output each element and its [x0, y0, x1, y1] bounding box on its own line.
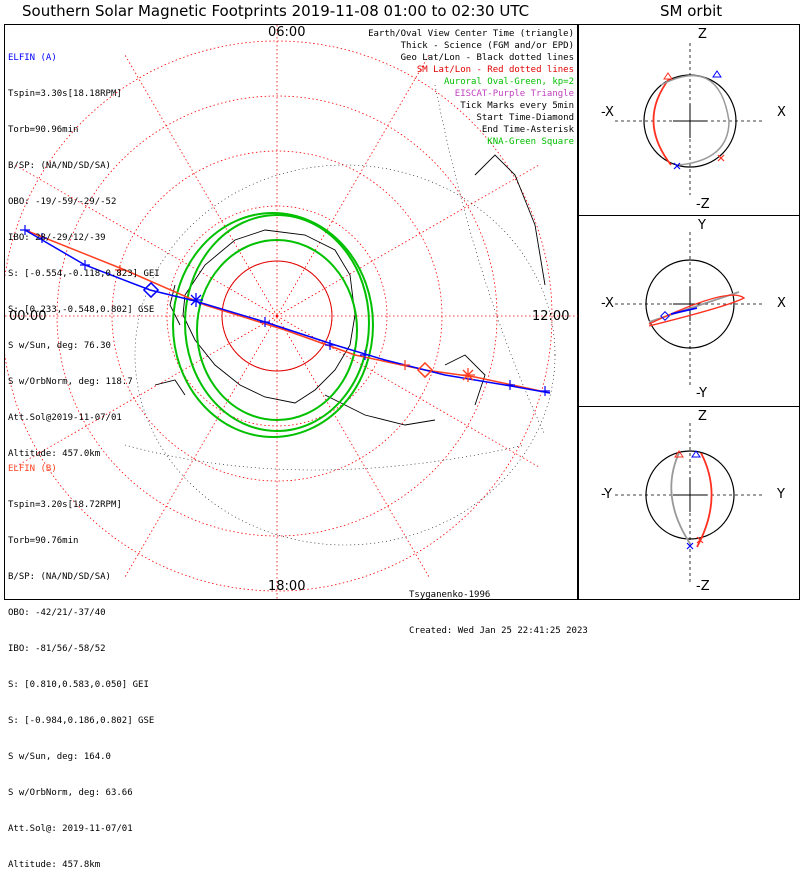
orbit-b-xz: [652, 78, 672, 166]
elfin-b-line: B/SP: (NA/ND/SD/SA): [8, 572, 111, 582]
mlt-label-top: 06:00: [268, 25, 306, 40]
legend-entry: SM Lat/Lon - Red dotted lines: [416, 65, 574, 75]
orbit-panel-xy: Y -Y -X X: [578, 215, 800, 407]
elfin-a-end-asterisk: [189, 293, 203, 307]
legend-entry: Geo Lat/Lon - Black dotted lines: [400, 53, 574, 63]
legend-entry: Tick Marks every 5min: [460, 101, 574, 111]
elfin-a-line: IBO: 28/-29/12/-39: [8, 233, 106, 243]
credit-created: Created: Wed Jan 25 22:41:25 2023: [409, 626, 588, 636]
track-ticks: [20, 225, 550, 396]
axis-bottom: -Z: [696, 197, 710, 212]
elfin-a-line: B/SP: (NA/ND/SD/SA): [8, 161, 111, 171]
legend-entry: KNA-Green Square: [487, 137, 574, 147]
elfin-a-line: Altitude: 457.0km: [8, 449, 101, 459]
elfin-a-line: OBO: -19/-59/-29/-52: [8, 197, 117, 207]
elfin-a-line: S: [0.233,-0.548,0.802] GSE: [8, 305, 155, 315]
orbit-panel-yz: Z -Z -Y Y: [578, 406, 800, 600]
axis-right: X: [777, 105, 786, 120]
elfin-a-line: Att.Sol@2019-11-07/01: [8, 413, 122, 423]
elfin-b-line: S: [0.810,0.583,0.050] GEI: [8, 680, 149, 690]
orbit-a-yz: [670, 452, 692, 546]
mlt-label-left: 00:00: [9, 309, 47, 324]
inner-red-circle: [221, 260, 333, 372]
orbit-b-xy: [648, 294, 746, 327]
footprint-map-panel: 06:00 00:00 12:00 18:00 ELFIN (A) Tspin=…: [4, 24, 588, 870]
axis-top: Z: [698, 409, 707, 424]
mlt-label-right: 12:00: [532, 309, 570, 324]
axis-left: -Y: [601, 487, 613, 502]
continent-outline: [154, 154, 546, 426]
mlt-label-bottom: 18:00: [268, 579, 306, 594]
elfin-b-line: Att.Sol@: 2019-11-07/01: [8, 824, 133, 834]
elfin-b-name: ELFIN (B): [8, 464, 57, 474]
legend-entry: EISCAT-Purple Triangle: [454, 89, 574, 99]
elfin-b-end-asterisk: [461, 368, 475, 382]
axis-left: -X: [601, 296, 614, 311]
elfin-a-line: Tspin=3.30s[18.18RPM]: [8, 89, 122, 99]
elfin-a-start-diamond: [142, 281, 160, 299]
orbit-a-xz: [660, 75, 730, 166]
axis-right: Y: [777, 487, 785, 502]
elfin-a-line: S: [-0.554,-0.118,0.823] GEI: [8, 269, 160, 279]
axis-right: X: [777, 296, 786, 311]
axis-left: -X: [601, 105, 614, 120]
legend-entry: Start Time-Diamond: [476, 113, 574, 123]
elfin-a-line: S w/OrbNorm, deg: 118.7: [8, 377, 133, 387]
elfin-b-line: Altitude: 457.8km: [8, 860, 101, 870]
auroral-oval: [172, 212, 374, 438]
elfin-b-line: S: [-0.984,0.186,0.802] GSE: [8, 716, 155, 726]
elfin-b-line: Tspin=3.20s[18.72RPM]: [8, 500, 122, 510]
orbit-panel-xz: Z -Z -X X: [578, 24, 800, 216]
orbit-plot-xy: [615, 232, 765, 388]
elfin-a-line: S w/Sun, deg: 76.30: [8, 341, 111, 351]
orbit-title: SM orbit: [660, 2, 723, 20]
credits: Tsyganenko-1996 Created: Wed Jan 25 22:4…: [409, 565, 588, 661]
elfin-b-line: OBO: -42/21/-37/40: [8, 608, 106, 618]
elfin-b-start-diamond: [416, 361, 434, 379]
orbit-plot-yz: [615, 423, 765, 583]
main-title: Southern Solar Magnetic Footprints 2019-…: [22, 2, 530, 20]
legend-entry: End Time-Asterisk: [481, 125, 574, 135]
elfin-b-line: IBO: -81/56/-58/52: [8, 644, 106, 654]
legend-entry: Auroral Oval-Green, kp=2: [443, 77, 574, 87]
orbit-plot-xz: [615, 43, 765, 195]
credit-author: Tsyganenko-1996: [409, 590, 491, 600]
axis-top: Z: [698, 27, 707, 42]
axis-bottom: -Z: [696, 579, 710, 594]
elfin-b-line: S w/OrbNorm, deg: 63.66: [8, 788, 133, 798]
axis-top: Y: [698, 218, 706, 233]
legend-entry: Thick - Science (FGM and/or EPD): [400, 41, 574, 51]
elfin-a-name: ELFIN (A): [8, 53, 57, 63]
geo-grid: [124, 84, 556, 546]
legend: Earth/Oval View Center Time (triangle) Th…: [368, 28, 574, 148]
elfin-a-info: ELFIN (A) Tspin=3.30s[18.18RPM] Torb=90.…: [8, 28, 160, 484]
elfin-b-line: Torb=90.76min: [8, 536, 79, 546]
elfin-a-track: [24, 229, 551, 394]
elfin-b-line: S w/Sun, deg: 164.0: [8, 752, 111, 762]
orbit-b-yz: [696, 452, 713, 548]
elfin-b-info: ELFIN (B) Tspin=3.20s[18.72RPM] Torb=90.…: [8, 439, 154, 895]
legend-entry: Earth/Oval View Center Time (triangle): [368, 29, 574, 39]
axis-bottom: -Y: [696, 386, 708, 401]
sm-grid: [5, 25, 579, 601]
footprint-map: [5, 25, 579, 601]
elfin-a-line: Torb=90.96min: [8, 125, 79, 135]
